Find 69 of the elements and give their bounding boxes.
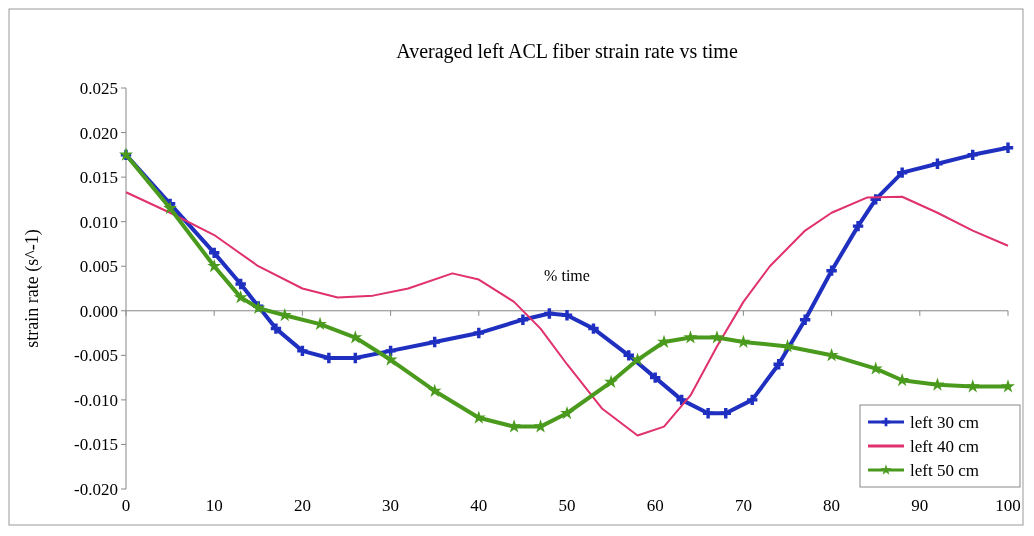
point xyxy=(604,374,619,388)
point xyxy=(297,345,308,357)
x-tick-label: 50 xyxy=(558,496,576,515)
y-tick-label: -0.005 xyxy=(74,346,118,366)
x-tick-label: 0 xyxy=(121,496,131,515)
x-tick-label: 70 xyxy=(734,496,752,515)
point xyxy=(965,379,980,393)
point xyxy=(799,314,811,325)
point xyxy=(709,330,724,344)
point xyxy=(747,394,758,406)
y-tick-label: 0.000 xyxy=(79,301,118,321)
point xyxy=(427,383,442,397)
point xyxy=(163,200,178,215)
x-axis-title: % time xyxy=(544,266,590,284)
y-tick-label: 0.005 xyxy=(79,257,118,277)
point xyxy=(630,352,645,366)
point xyxy=(967,149,978,161)
y-tick-label: 0.015 xyxy=(79,168,118,188)
x-tick-label: 90 xyxy=(911,496,929,515)
point xyxy=(507,419,522,433)
point xyxy=(560,405,574,420)
y-tick-label: 0.010 xyxy=(79,212,118,232)
point xyxy=(385,345,396,357)
point xyxy=(895,372,910,387)
legend-label: left 30 cm xyxy=(910,412,979,432)
point xyxy=(736,334,751,348)
x-tick-label: 60 xyxy=(646,496,664,515)
legend-label: left 40 cm xyxy=(910,436,979,456)
y-tick-label: -0.015 xyxy=(74,435,118,455)
point xyxy=(383,352,398,366)
point xyxy=(429,336,440,348)
y-tick-label: 0.020 xyxy=(79,123,118,143)
point xyxy=(773,359,784,370)
point xyxy=(471,410,486,424)
x-tick-label: 30 xyxy=(382,496,400,515)
point xyxy=(826,265,837,276)
point xyxy=(473,327,484,339)
point xyxy=(852,220,864,232)
y-tick-label: -0.010 xyxy=(74,390,118,410)
point xyxy=(896,167,908,178)
point xyxy=(207,258,222,273)
point xyxy=(209,247,220,259)
point xyxy=(683,330,698,344)
point xyxy=(657,334,671,348)
y-tick-label: -0.020 xyxy=(74,479,118,499)
point xyxy=(313,316,327,331)
point xyxy=(932,158,943,169)
point xyxy=(650,372,661,383)
x-tick-label: 100 xyxy=(995,496,1021,515)
point xyxy=(588,323,599,334)
x-tick-label: 80 xyxy=(823,496,841,515)
point xyxy=(702,408,714,419)
point xyxy=(930,377,945,391)
y-tick-label: 0.025 xyxy=(79,78,118,98)
point xyxy=(623,350,634,361)
point xyxy=(544,308,555,319)
point xyxy=(233,290,248,304)
x-tick-label: 10 xyxy=(205,496,223,515)
point xyxy=(270,323,282,334)
point xyxy=(517,314,529,325)
x-tick-label: 40 xyxy=(470,496,488,515)
legend-label: left 50 cm xyxy=(910,460,979,480)
point xyxy=(1001,379,1015,393)
x-tick-label: 20 xyxy=(293,496,311,515)
point xyxy=(235,278,246,290)
point xyxy=(561,310,573,321)
chart-title: Averaged left ACL fiber strain rate vs time xyxy=(396,40,738,63)
point xyxy=(1002,142,1014,153)
y-axis-title: strain rate (s^-1) xyxy=(22,229,43,348)
